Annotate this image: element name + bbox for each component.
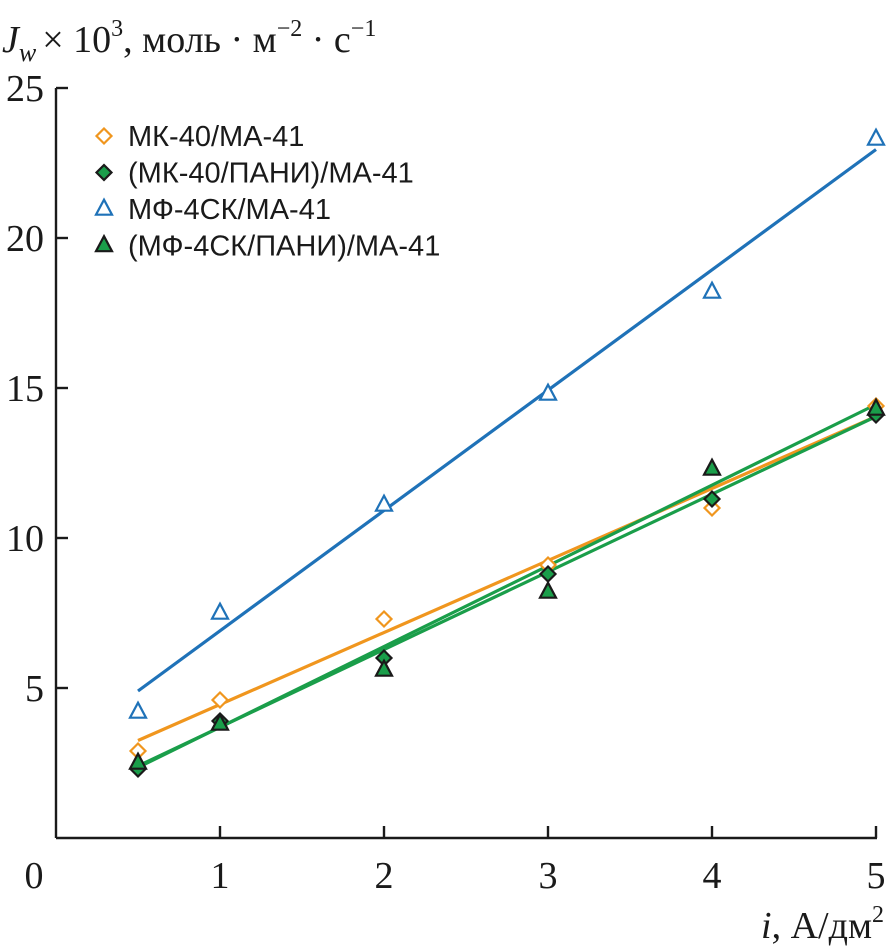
- data-point-series-0: [374, 609, 394, 629]
- y-tick-label: 5: [25, 668, 44, 710]
- legend-label: (МФ-4СК/ПАНИ)/МА-41: [128, 231, 440, 263]
- fit-lines: [137, 148, 877, 769]
- data-point-series-2: [866, 127, 886, 146]
- data-point-series-1: [702, 489, 722, 509]
- x-tick-label: 1: [211, 855, 230, 897]
- y-tick-label: 15: [6, 368, 44, 410]
- data-point-series-3: [866, 397, 886, 416]
- legend-marker: [94, 197, 114, 216]
- legend-marker: [94, 126, 114, 146]
- y-axis-title: Jw × 103, моль · м−2 · с−1: [2, 16, 376, 67]
- data-point-series-3: [210, 712, 230, 731]
- data-point-series-3: [538, 580, 558, 599]
- y-tick-label: 20: [6, 218, 44, 260]
- legend-label: МК-40/МА-41: [128, 121, 304, 153]
- data-point-series-2: [128, 700, 148, 719]
- y-title-subscript: w: [19, 38, 37, 67]
- x-title-units-exp: 2: [872, 902, 884, 928]
- x-tick-label: 3: [539, 855, 558, 897]
- y-title-units-a-exp: −2: [277, 16, 303, 42]
- data-point-series-3: [702, 457, 722, 476]
- data-markers: [128, 127, 886, 779]
- x-tick-label: 4: [703, 855, 722, 897]
- fit-line-series-3: [137, 403, 877, 769]
- y-title-units-a: , моль · м: [123, 19, 277, 61]
- x-title-units: , А/дм: [772, 905, 872, 947]
- legend-marker: [94, 233, 114, 253]
- y-tick-label: 10: [6, 518, 44, 560]
- legend-marker: [94, 163, 114, 182]
- y-tick-label: 25: [6, 68, 44, 110]
- data-point-series-3: [374, 658, 394, 677]
- data-point-series-2: [210, 601, 230, 620]
- y-title-multiplier-exp: 3: [111, 16, 123, 42]
- data-point-series-2: [374, 493, 394, 512]
- data-point-series-0: [210, 690, 230, 710]
- axes: [54, 88, 877, 840]
- x-axis-title: i, А/дм2: [761, 902, 884, 947]
- x-tick-label: 2: [375, 855, 394, 897]
- legend-label: МФ-4СК/МА-41: [128, 194, 331, 226]
- y-title-multiplier: × 10: [42, 19, 111, 61]
- y-title-units-b-exp: −1: [351, 16, 377, 42]
- y-title-symbol: J: [2, 19, 21, 61]
- fit-line-series-0: [137, 415, 877, 742]
- x-tick-label: 0: [25, 855, 44, 897]
- x-title-symbol: i: [761, 905, 772, 947]
- ticks: 0 1 2 3 4 5 5 10 15 20 25: [6, 68, 886, 897]
- legend-label: (МК-40/ПАНИ)/МА-41: [128, 158, 414, 190]
- y-title-units-b: · с: [302, 19, 351, 61]
- data-point-series-2: [538, 382, 558, 401]
- data-point-series-2: [702, 280, 722, 299]
- fit-line-series-2: [137, 148, 877, 693]
- x-tick-label: 5: [867, 855, 886, 897]
- data-point-series-3: [128, 751, 148, 770]
- legend: МК-40/МА-41 (МК-40/ПАНИ)/МА-41 МФ-4СК/МА-4…: [94, 121, 440, 263]
